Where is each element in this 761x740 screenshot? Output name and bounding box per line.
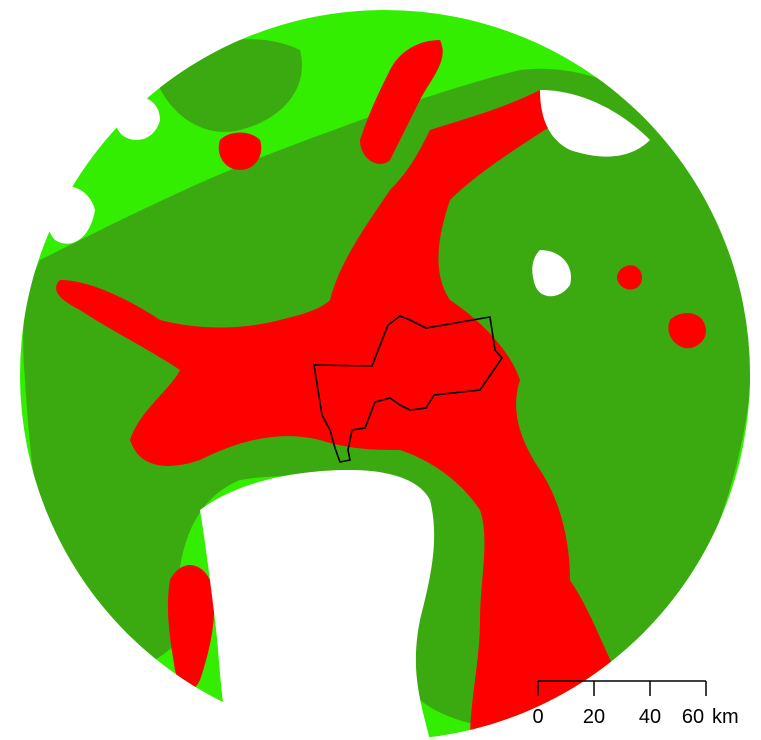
scale-unit-label: km [712, 706, 739, 728]
scale-label-60: 60 [682, 706, 704, 728]
scale-label-0: 0 [532, 706, 543, 728]
no-coverage-zone [46, 90, 650, 740]
scale-label-20: 20 [583, 706, 605, 728]
study-area-boundary [313, 315, 504, 463]
coverage-high-zone [56, 40, 706, 740]
scale-label-40: 40 [639, 706, 661, 728]
scale-bar: 0 20 40 60 km [532, 680, 739, 728]
